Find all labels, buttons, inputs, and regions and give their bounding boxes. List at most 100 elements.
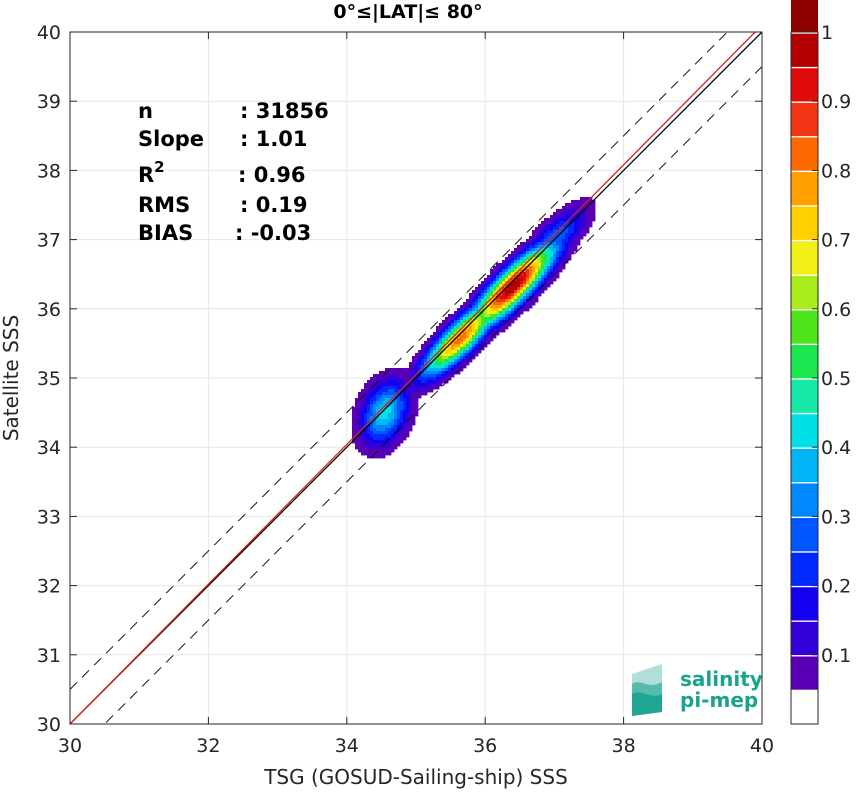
density-cell xyxy=(430,350,434,354)
density-cell xyxy=(418,362,422,366)
density-cell xyxy=(544,218,548,222)
density-cell xyxy=(436,335,440,339)
density-cell xyxy=(406,368,410,372)
density-cell xyxy=(391,401,395,405)
density-cell xyxy=(469,326,473,330)
density-cell xyxy=(559,230,563,234)
density-cell xyxy=(517,293,521,297)
density-cell xyxy=(361,440,365,444)
density-cell xyxy=(502,293,506,297)
density-cell xyxy=(562,221,566,225)
density-cell xyxy=(358,410,362,414)
density-cell xyxy=(385,410,389,414)
density-cell xyxy=(388,371,392,375)
density-cell xyxy=(391,386,395,390)
density-cell xyxy=(358,428,362,432)
density-cell xyxy=(433,383,437,387)
density-cell xyxy=(526,263,530,267)
density-cell xyxy=(400,437,404,441)
density-cell xyxy=(541,233,545,237)
density-cell xyxy=(505,305,509,309)
density-cell xyxy=(526,254,530,258)
density-cell xyxy=(499,278,503,282)
density-cell xyxy=(562,209,566,213)
density-cell xyxy=(388,386,392,390)
density-cell xyxy=(517,260,521,264)
density-cell xyxy=(364,395,368,399)
density-cell xyxy=(406,407,410,411)
colorbar-tick-label: 0.7 xyxy=(821,230,851,252)
density-cell xyxy=(535,287,539,291)
density-cell xyxy=(565,254,569,258)
density-cell xyxy=(502,287,506,291)
density-cell xyxy=(571,236,575,240)
density-cell xyxy=(454,347,458,351)
density-cell xyxy=(502,266,506,270)
density-cell xyxy=(580,221,584,225)
density-cell xyxy=(388,407,392,411)
density-cell xyxy=(514,269,518,273)
y-axis-title: Satellite SSS xyxy=(0,315,23,441)
density-cell xyxy=(508,272,512,276)
density-cell xyxy=(475,341,479,345)
density-cell xyxy=(424,347,428,351)
density-cell xyxy=(382,404,386,408)
density-cell xyxy=(574,236,578,240)
density-cell xyxy=(355,410,359,414)
density-cell xyxy=(382,395,386,399)
density-cell xyxy=(568,242,572,246)
density-cell xyxy=(436,353,440,357)
density-cell xyxy=(568,206,572,210)
density-cell xyxy=(379,395,383,399)
density-cell xyxy=(382,437,386,441)
density-cell xyxy=(481,320,485,324)
density-cell xyxy=(478,284,482,288)
density-cell xyxy=(352,407,356,411)
density-cell xyxy=(529,242,533,246)
density-cell xyxy=(448,368,452,372)
density-cell xyxy=(370,440,374,444)
density-cell xyxy=(466,350,470,354)
density-cell xyxy=(436,374,440,378)
density-cell xyxy=(364,413,368,417)
density-cell xyxy=(445,347,449,351)
density-cell xyxy=(565,230,569,234)
density-cell xyxy=(487,320,491,324)
density-cell xyxy=(493,317,497,321)
density-cell xyxy=(376,383,380,387)
density-cell xyxy=(487,305,491,309)
density-cell xyxy=(385,398,389,402)
density-cell xyxy=(415,389,419,393)
density-cell xyxy=(496,317,500,321)
density-cell xyxy=(412,410,416,414)
density-cell xyxy=(430,341,434,345)
density-cell xyxy=(556,260,560,264)
density-cell xyxy=(523,308,527,312)
density-cell xyxy=(568,248,572,252)
density-cell xyxy=(439,350,443,354)
density-cell xyxy=(580,209,584,213)
density-cell xyxy=(397,401,401,405)
density-cell xyxy=(457,326,461,330)
density-cell xyxy=(421,350,425,354)
density-cell xyxy=(409,383,413,387)
density-cell xyxy=(400,413,404,417)
density-cell xyxy=(421,371,425,375)
density-cell xyxy=(493,278,497,282)
density-cell xyxy=(445,317,449,321)
density-cell xyxy=(535,263,539,267)
density-cell xyxy=(544,224,548,228)
density-cell xyxy=(385,374,389,378)
density-cell xyxy=(397,443,401,447)
density-cell xyxy=(388,410,392,414)
density-cell xyxy=(469,323,473,327)
density-cell xyxy=(412,359,416,363)
density-cell xyxy=(460,344,464,348)
density-cell xyxy=(391,431,395,435)
density-cell xyxy=(460,335,464,339)
density-cell xyxy=(547,275,551,279)
density-cell xyxy=(433,347,437,351)
density-cell xyxy=(361,401,365,405)
density-cell xyxy=(475,323,479,327)
density-cell xyxy=(559,239,563,243)
